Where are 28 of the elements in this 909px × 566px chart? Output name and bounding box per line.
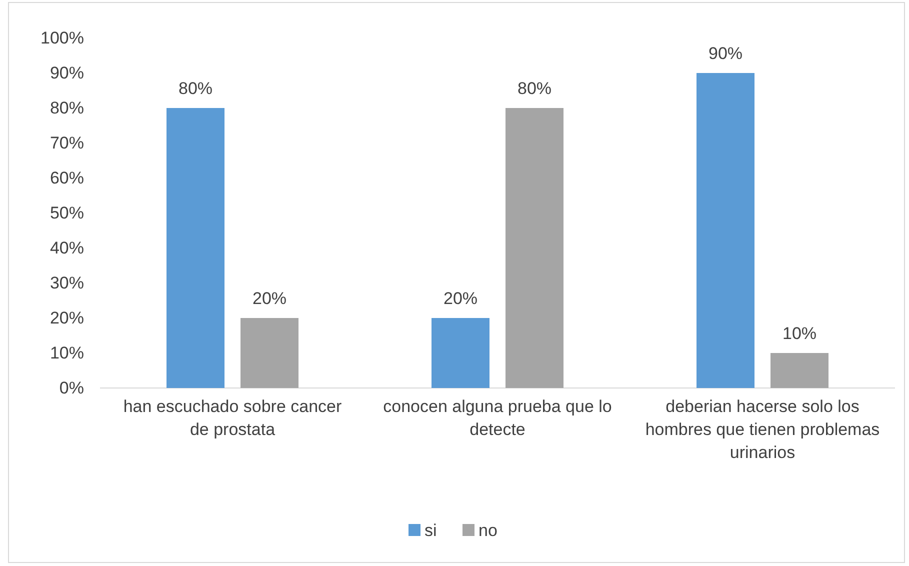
data-label: 20%	[443, 289, 478, 308]
y-tick-label: 60%	[50, 168, 84, 188]
x-tick-label: han escuchado sobre cancer de prostata	[123, 397, 342, 440]
y-tick-label: 10%	[50, 343, 84, 362]
x-tick-label: conocen alguna prueba que lo detecte	[383, 397, 612, 440]
bar	[770, 353, 828, 388]
y-tick-label: 80%	[50, 98, 84, 118]
y-tick-label: 70%	[50, 133, 84, 152]
data-label: 80%	[517, 79, 552, 98]
y-tick-label: 20%	[50, 308, 84, 328]
y-tick-label: 0%	[59, 378, 84, 398]
data-label: 20%	[252, 289, 287, 308]
bar	[166, 108, 224, 388]
bar	[432, 318, 490, 388]
y-tick-label: 40%	[50, 238, 84, 258]
y-tick-label: 50%	[50, 203, 84, 222]
bar	[240, 318, 298, 388]
data-label: 10%	[782, 324, 817, 343]
y-tick-label: 90%	[50, 63, 84, 82]
bar	[696, 73, 754, 388]
y-tick-label: 30%	[50, 273, 84, 292]
data-label: 90%	[708, 44, 743, 63]
y-tick-label: 100%	[40, 28, 84, 48]
data-label: 80%	[178, 79, 213, 98]
x-tick-label: deberian hacerse solo los hombres que tienen problemas urinarios	[645, 397, 880, 462]
legend-label: no	[478, 520, 498, 540]
legend-label: si	[424, 520, 437, 540]
bar	[506, 108, 564, 388]
